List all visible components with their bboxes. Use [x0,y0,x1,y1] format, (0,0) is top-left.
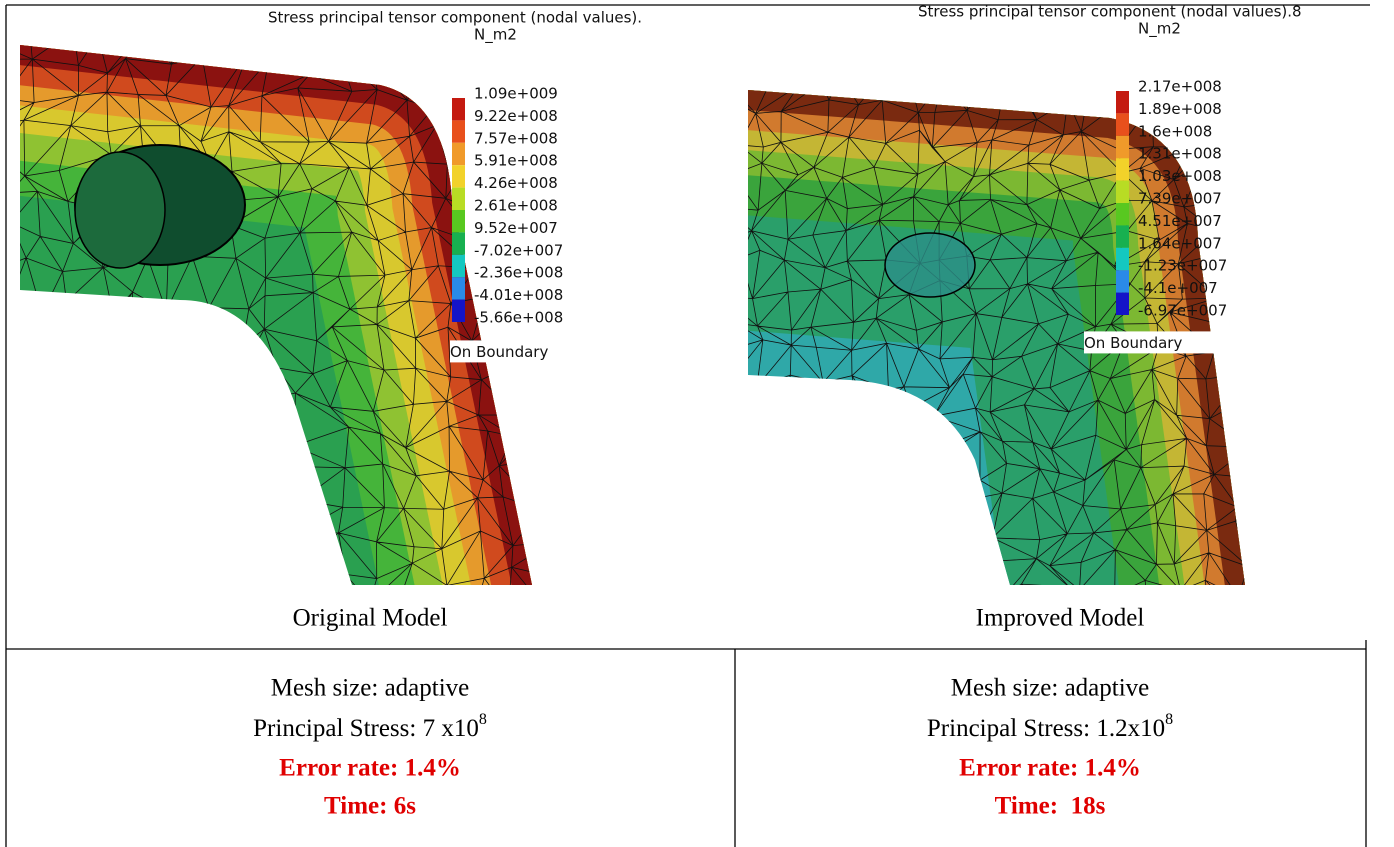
legend-label: 4.51e+007 [1138,212,1222,230]
legend-swatch [452,98,465,121]
principal-stress: Principal Stress: 7 x108 [253,711,487,742]
legend-title: Stress principal tensor component (nodal… [918,3,1302,21]
legend-label: -7.02e+007 [474,241,563,259]
legend-label: 5.91e+008 [474,152,558,170]
caption: Improved Model [976,605,1145,632]
legend-label: 1.31e+008 [1138,145,1222,163]
legend-swatch [1116,180,1129,203]
mesh-size: Mesh size: adaptive [271,675,470,702]
legend-swatch [452,277,465,300]
boundary-bg [450,340,580,363]
original-model-render [20,45,532,585]
legend-swatch [1116,247,1129,271]
legend-swatch [452,120,465,143]
legend-swatch [452,142,465,166]
legend-label: -4.1e+007 [1138,279,1218,297]
stress-base: Principal Stress: 1.2x10 [927,715,1165,742]
legend-label: -1.23e+007 [1138,257,1227,275]
legend-label: 7.57e+008 [474,129,558,147]
legend-label: 1.09e+009 [474,85,558,103]
cylinder-end [74,151,166,269]
time: Time: 6s [324,793,416,820]
legend-swatch [1116,91,1129,114]
legend-swatch [1116,203,1129,226]
legend-label: -2.36e+008 [474,264,563,282]
table-borders [5,4,1370,847]
cylinder [884,232,976,298]
time: Time: 18s [995,793,1106,820]
legend-label: 2.17e+008 [1138,78,1222,96]
legend-swatch [1116,113,1129,136]
legend-swatch [1116,158,1129,181]
legend-swatch [1116,270,1129,293]
legend-title: Stress principal tensor component (nodal… [268,9,642,27]
boundary-label: On Boundary [1084,334,1182,352]
legend-label: -5.66e+008 [474,309,563,327]
caption: Original Model [293,605,448,632]
mesh-size: Mesh size: adaptive [951,675,1150,702]
legend-swatch [452,187,465,210]
legend-swatch [452,254,465,278]
stress-exponent: 8 [479,711,487,728]
legend-label: 9.52e+007 [474,219,558,237]
legend-swatch [1116,225,1129,248]
legend-unit: N_m2 [474,26,517,45]
legend-label: -6.97e+007 [1138,302,1227,320]
error-rate: Error rate: 1.4% [279,755,461,782]
legend-swatch [452,232,465,255]
legend-swatch [1116,135,1129,159]
legend-label: -4.01e+008 [474,286,563,304]
stress-exponent: 8 [1165,711,1173,728]
boundary-label: On Boundary [450,343,548,361]
legend-label: 1.6e+008 [1138,122,1212,140]
legend-label: 9.22e+008 [474,107,558,125]
legend-swatch [452,210,465,233]
legend-swatch [452,299,465,322]
legend-unit: N_m2 [1138,20,1181,39]
legend-label: 4.26e+008 [474,174,558,192]
principal-stress: Principal Stress: 1.2x108 [927,711,1173,742]
legend-label: 1.03e+008 [1138,167,1222,185]
boundary-bg [1084,331,1214,354]
legend-label: 1.89e+008 [1138,100,1222,118]
legend-label: 2.61e+008 [474,197,558,215]
legend-label: 7.39e+007 [1138,190,1222,208]
error-rate: Error rate: 1.4% [959,755,1141,782]
stress-band [20,45,532,585]
stress-base: Principal Stress: 7 x10 [253,715,479,742]
legend-swatch [452,165,465,188]
legend-swatch [1116,292,1129,315]
legend-label: 1.64e+007 [1138,234,1222,252]
